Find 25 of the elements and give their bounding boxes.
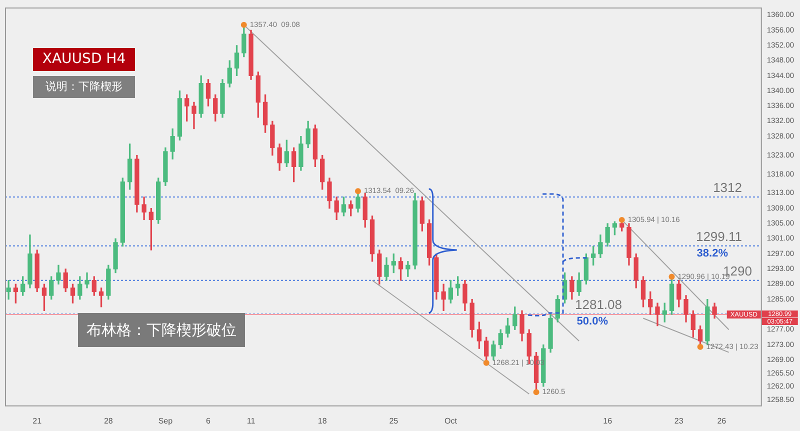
- x-tick-label: 26: [717, 416, 727, 426]
- point: [697, 344, 704, 350]
- x-tick-label: Sep: [158, 416, 174, 426]
- point: [618, 216, 625, 223]
- x-tick-label: 23: [674, 416, 684, 426]
- point: [240, 22, 247, 28]
- annotation: 布林格：下降楔形破位: [78, 313, 245, 347]
- ref-line-label: 1299.11 38.2%: [696, 228, 742, 260]
- point: [668, 274, 675, 280]
- x-tick-label: 28: [104, 416, 114, 426]
- x-tick-label: 11: [246, 416, 256, 426]
- x-tick-label: 6: [206, 416, 212, 426]
- point: [483, 360, 490, 366]
- text: XAUUSD H4: [33, 48, 135, 71]
- x-tick-label: 18: [318, 416, 328, 426]
- ref-line-label: 1281.08 50.0%: [575, 297, 622, 328]
- point: [533, 389, 540, 396]
- x-tick-label: 16: [603, 416, 613, 426]
- x-tick-label: 21: [32, 416, 42, 426]
- text: 说明：下降楔形: [33, 76, 135, 98]
- candlestick: [6, 280, 11, 300]
- x-tick-label: 25: [389, 416, 399, 426]
- point: [354, 188, 361, 194]
- x-tick-label: Oct: [444, 416, 458, 426]
- ref-line-label: 1312: [713, 180, 742, 196]
